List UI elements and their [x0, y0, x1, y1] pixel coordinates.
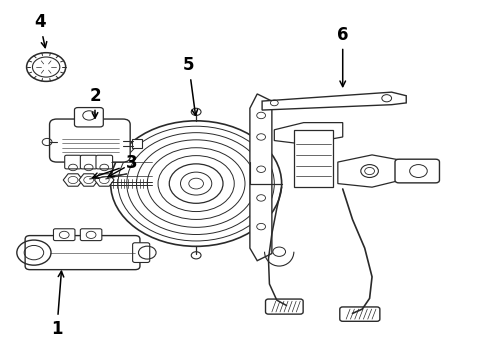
FancyBboxPatch shape — [395, 159, 440, 183]
Polygon shape — [338, 155, 401, 187]
FancyBboxPatch shape — [80, 155, 97, 169]
FancyBboxPatch shape — [49, 119, 130, 162]
Text: 6: 6 — [337, 26, 348, 86]
FancyBboxPatch shape — [340, 307, 380, 321]
FancyBboxPatch shape — [74, 108, 103, 127]
Text: 5: 5 — [183, 56, 197, 115]
Polygon shape — [274, 123, 343, 144]
Polygon shape — [250, 94, 272, 261]
Text: 3: 3 — [126, 154, 138, 172]
FancyBboxPatch shape — [65, 155, 81, 169]
Text: 4: 4 — [34, 13, 47, 48]
FancyBboxPatch shape — [25, 235, 140, 270]
Bar — [294, 130, 333, 187]
FancyBboxPatch shape — [80, 229, 102, 240]
FancyBboxPatch shape — [53, 229, 75, 240]
Polygon shape — [262, 92, 406, 110]
FancyBboxPatch shape — [266, 299, 303, 314]
FancyBboxPatch shape — [96, 155, 113, 169]
Text: 1: 1 — [51, 271, 64, 338]
Text: 2: 2 — [89, 87, 101, 118]
FancyBboxPatch shape — [133, 243, 150, 262]
Bar — [132, 139, 143, 148]
